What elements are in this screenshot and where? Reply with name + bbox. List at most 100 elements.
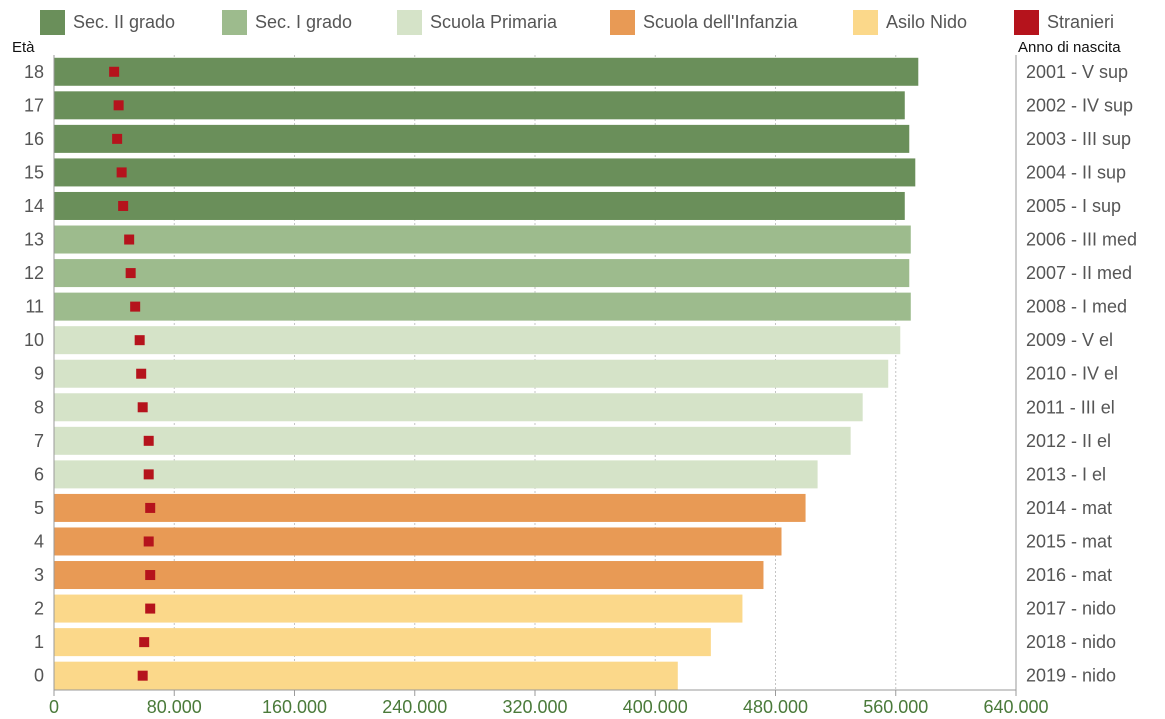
y-tick-label: 1 — [34, 632, 44, 652]
x-tick-label: 320.000 — [502, 697, 567, 717]
bar — [54, 259, 910, 288]
birth-year-label: 2006 - III med — [1026, 230, 1137, 250]
y-tick-label: 0 — [34, 666, 44, 686]
x-tick-label: 240.000 — [382, 697, 447, 717]
birth-year-label: 2004 - II sup — [1026, 162, 1126, 182]
x-tick-label: 480.000 — [743, 697, 808, 717]
stranieri-marker — [145, 570, 156, 581]
y-tick-label: 14 — [24, 196, 44, 216]
y-tick-label: 13 — [24, 230, 44, 250]
legend-swatch — [1014, 10, 1039, 35]
y-tick-label: 10 — [24, 330, 44, 350]
bar — [54, 326, 901, 355]
bar — [54, 124, 910, 153]
legend-label: Stranieri — [1047, 12, 1115, 32]
stranieri-marker — [125, 268, 136, 279]
birth-year-label: 2019 - nido — [1026, 666, 1116, 686]
legend-label: Scuola dell'Infanzia — [643, 12, 798, 32]
stranieri-marker — [143, 536, 154, 547]
chart-legend: Sec. II grado Sec. I grado Scuola Primaria… — [0, 0, 1165, 44]
birth-year-label: 2002 - IV sup — [1026, 95, 1133, 115]
right-axis-title: Anno di nascita — [1018, 39, 1121, 56]
y-tick-label: 11 — [25, 297, 44, 317]
stranieri-marker — [124, 234, 135, 245]
bars — [54, 57, 919, 690]
x-tick-label: 160.000 — [262, 697, 327, 717]
birth-year-label: 2010 - IV el — [1026, 364, 1118, 384]
bar — [54, 57, 919, 86]
stranieri-marker — [145, 603, 156, 614]
birth-year-label: 2008 - I med — [1026, 297, 1127, 317]
stranieri-marker — [139, 637, 150, 648]
bar — [54, 628, 711, 657]
bar — [54, 191, 905, 220]
birth-year-label: 2016 - mat — [1026, 565, 1112, 585]
y-tick-label: 16 — [24, 129, 44, 149]
bar — [54, 561, 764, 590]
stranieri-marker — [118, 200, 129, 211]
bar — [54, 393, 863, 422]
y-tick-label: 4 — [34, 531, 44, 551]
bar — [54, 527, 782, 556]
stranieri-markers — [109, 66, 156, 681]
y-tick-label: 3 — [34, 565, 44, 585]
x-tick-label: 400.000 — [623, 697, 688, 717]
legend-swatch — [610, 10, 635, 35]
stranieri-marker — [143, 469, 154, 480]
legend-label: Scuola Primaria — [430, 12, 558, 32]
y-tick-label: 5 — [34, 498, 44, 518]
bar — [54, 460, 818, 489]
stranieri-marker — [136, 368, 147, 379]
stranieri-marker — [134, 335, 145, 346]
legend-label: Sec. II grado — [73, 12, 176, 32]
y-tick-label: 15 — [24, 162, 44, 182]
birth-year-label: 2003 - III sup — [1026, 129, 1131, 149]
bar — [54, 359, 889, 388]
y-tick-label: 6 — [34, 464, 44, 484]
y-tick-label: 9 — [34, 364, 44, 384]
birth-year-label: 2007 - II med — [1026, 263, 1132, 283]
birth-year-label: 2015 - mat — [1026, 531, 1112, 551]
stranieri-marker — [113, 100, 124, 111]
bar — [54, 426, 851, 455]
y-axis-title: Età — [12, 39, 35, 56]
y-tick-label: 17 — [24, 95, 44, 115]
birth-year-label: 2018 - nido — [1026, 632, 1116, 652]
birth-year-label: 2017 - nido — [1026, 599, 1116, 619]
stranieri-marker — [143, 435, 154, 446]
stranieri-marker — [112, 133, 123, 144]
birth-year-label: 2014 - mat — [1026, 498, 1112, 518]
bar — [54, 225, 911, 254]
bar — [54, 594, 743, 623]
legend-label: Asilo Nido — [886, 12, 968, 32]
legend-swatch — [853, 10, 878, 35]
bar — [54, 661, 678, 690]
birth-year-label: 2011 - III el — [1026, 397, 1115, 417]
birth-year-label: 2012 - II el — [1026, 431, 1111, 451]
bar — [54, 91, 905, 120]
x-tick-label: 80.000 — [147, 697, 202, 717]
birth-year-label: 2013 - I el — [1026, 464, 1106, 484]
legend-swatch — [40, 10, 65, 35]
y-tick-label: 18 — [24, 62, 44, 82]
x-tick-label: 640.000 — [983, 697, 1048, 717]
y-tick-label: 2 — [34, 599, 44, 619]
x-tick-label: 560.000 — [863, 697, 928, 717]
birth-year-label: 2001 - V sup — [1026, 62, 1128, 82]
bar — [54, 158, 916, 187]
y-tick-label: 8 — [34, 397, 44, 417]
stranieri-marker — [130, 301, 141, 312]
stranieri-marker — [116, 167, 127, 178]
x-tick-label: 0 — [49, 697, 59, 717]
bar — [54, 493, 806, 522]
legend-label: Sec. I grado — [255, 12, 353, 32]
legend-swatch — [222, 10, 247, 35]
stranieri-marker — [109, 66, 120, 77]
birth-year-label: 2005 - I sup — [1026, 196, 1121, 216]
stranieri-marker — [145, 502, 156, 513]
stranieri-marker — [137, 402, 148, 413]
bar — [54, 292, 911, 321]
y-tick-label: 12 — [24, 263, 44, 283]
